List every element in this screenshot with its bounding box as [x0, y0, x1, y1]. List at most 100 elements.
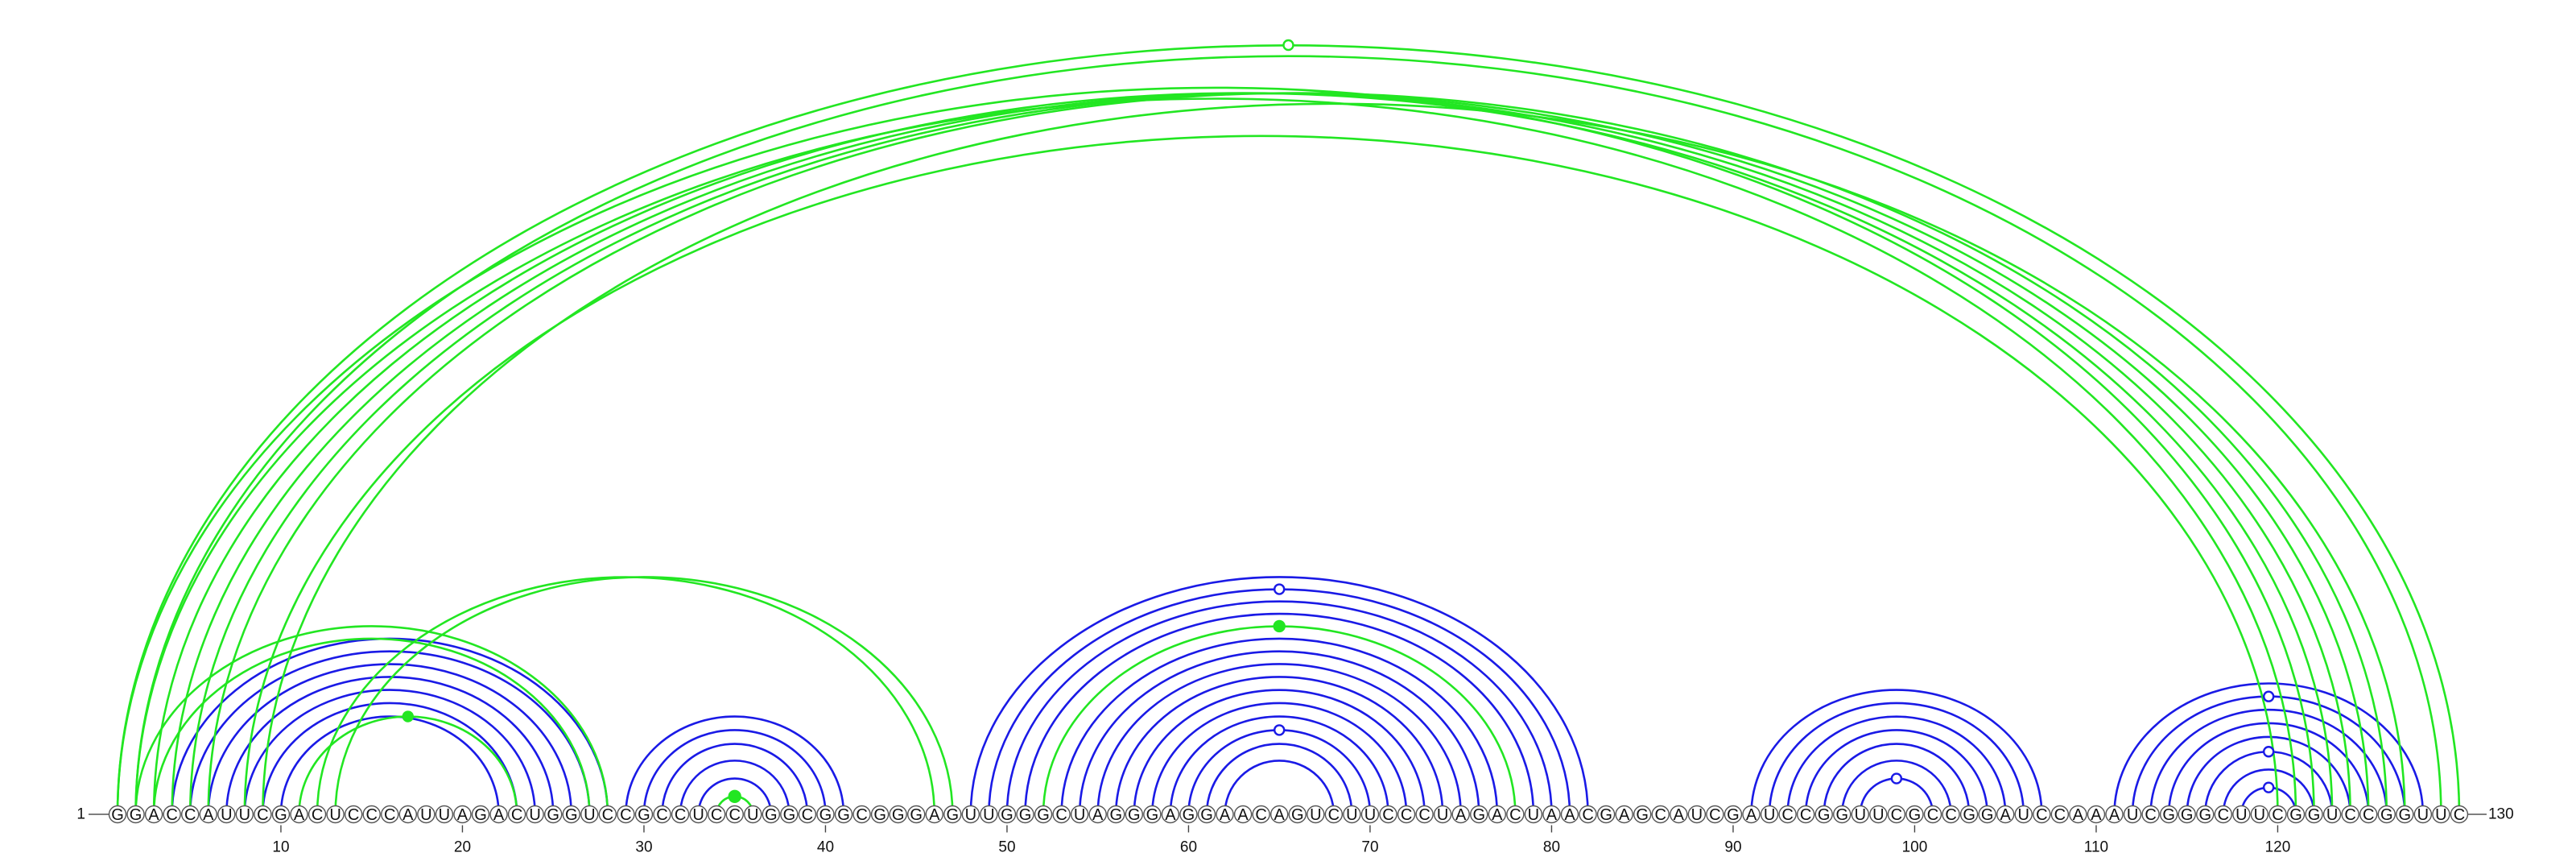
nucleotide-letter: G — [1909, 806, 1922, 824]
nucleotide-circle — [2232, 805, 2251, 824]
nucleotide-letter: U — [1437, 806, 1448, 824]
blue-pair-arc — [697, 777, 773, 815]
nucleotide-circle — [144, 805, 163, 824]
nucleotide-letter: U — [529, 806, 540, 824]
nucleotide-circle — [217, 805, 236, 824]
nucleotide-circle — [943, 805, 962, 824]
nucleotide-letter: A — [2091, 806, 2102, 824]
nucleotide-letter: U — [1310, 806, 1321, 824]
blue-pair-arc — [1187, 729, 1372, 815]
nucleotide-letter: G — [1200, 806, 1213, 824]
nucleotide-letter: A — [203, 806, 214, 824]
nucleotide-circle — [489, 805, 508, 824]
green-pair-arc — [152, 92, 2334, 815]
sequence-end-label: 130 — [2488, 806, 2514, 823]
blue-pair-arc — [1169, 715, 1389, 815]
nucleotide-letter: A — [402, 806, 414, 824]
nucleotide-circle — [925, 805, 943, 824]
arc-apex-marker — [2262, 690, 2275, 702]
nucleotide-circle — [507, 805, 526, 824]
nucleotide-circle — [1288, 805, 1307, 824]
nucleotide-circle — [1996, 805, 2015, 824]
nucleotide-letter: U — [1764, 806, 1775, 824]
nucleotide-circle — [1216, 805, 1234, 824]
nucleotide-circle — [1179, 805, 1198, 824]
blue-pair-arc — [207, 663, 573, 815]
nucleotide-letter: G — [1001, 806, 1013, 824]
nucleotide-letter: A — [1165, 806, 1176, 824]
nucleotide-letter: C — [1800, 806, 1811, 824]
nucleotide-letter: G — [1835, 806, 1848, 824]
nucleotide-letter: C — [856, 806, 867, 824]
nucleotide-circle — [2322, 805, 2342, 824]
blue-pair-arc — [1151, 702, 1408, 815]
arc-apex-marker — [1273, 583, 1286, 595]
tick-label: 100 — [1902, 839, 1928, 856]
nucleotide-circle — [1107, 805, 1125, 824]
nucleotide-circle — [1524, 805, 1543, 824]
nucleotide-letter: G — [892, 806, 905, 824]
blue-pair-arc — [1096, 663, 1462, 815]
tick-label: 40 — [817, 839, 834, 856]
nucleotide-circle — [1978, 805, 1996, 824]
nucleotide-circle — [1161, 805, 1180, 824]
nucleotide-circle — [1959, 805, 1979, 824]
nucleotide-letter: G — [1291, 806, 1304, 824]
nucleotide-letter: C — [1945, 806, 1956, 824]
nucleotide-letter: C — [656, 806, 667, 824]
nucleotide-letter: A — [1220, 806, 1231, 824]
nucleotide-letter: C — [2054, 806, 2066, 824]
nucleotide-circle — [1670, 805, 1688, 824]
nucleotide-letter: G — [1037, 806, 1050, 824]
nucleotide-letter: A — [929, 806, 940, 824]
nucleotide-circle — [290, 805, 308, 824]
nucleotide-circle — [961, 805, 980, 824]
sequence-start-label: 1 — [76, 806, 85, 823]
nucleotide-circle — [2286, 805, 2306, 824]
nucleotide-circle — [362, 805, 381, 824]
nucleotide-letter: G — [547, 806, 559, 824]
arc-apex-marker — [728, 789, 741, 803]
nucleotide-letter: G — [910, 806, 923, 824]
blue-pair-arc — [642, 729, 827, 815]
nucleotide-letter: U — [1855, 806, 1866, 824]
green-pair-arc — [1042, 625, 1517, 815]
nucleotide-letter: G — [275, 806, 287, 824]
blue-pair-arc — [243, 689, 536, 815]
nucleotide-letter: G — [873, 806, 886, 824]
nucleotide-circle — [1724, 805, 1743, 824]
green-pair-arc — [134, 625, 609, 815]
nucleotide-circle — [1197, 805, 1216, 824]
nucleotide-circle — [1887, 805, 1906, 824]
nucleotide-circle — [1814, 805, 1833, 824]
nucleotide-circle — [1942, 805, 1960, 824]
nucleotide-circle — [2050, 805, 2070, 824]
nucleotide-letter: C — [1401, 806, 1412, 824]
nucleotide-circle — [126, 805, 145, 824]
nucleotide-letter: C — [1781, 806, 1793, 824]
nucleotide-letter: A — [1619, 806, 1630, 824]
green-pair-arc — [171, 92, 2351, 815]
green-pair-arc — [316, 576, 936, 815]
blue-pair-arc — [1224, 760, 1335, 815]
nucleotide-letter: C — [1927, 806, 1938, 824]
nucleotide-letter: U — [1872, 806, 1884, 824]
nucleotide-letter: C — [1655, 806, 1666, 824]
arc-apex-marker — [2262, 781, 2275, 793]
nucleotide-letter: A — [1274, 806, 1286, 824]
nucleotide-letter: C — [257, 806, 268, 824]
nucleotide-circle — [725, 805, 744, 824]
nucleotide-letter: G — [765, 806, 778, 824]
nucleotide-letter: C — [1328, 806, 1340, 824]
nucleotide-letter: U — [965, 806, 976, 824]
nucleotide-letter: C — [348, 806, 359, 824]
nucleotide-circle — [816, 805, 835, 824]
nucleotide-letter: G — [1019, 806, 1032, 824]
green-pair-arc — [152, 637, 591, 815]
nucleotide-letter: C — [2363, 806, 2374, 824]
nucleotide-letter: U — [2127, 806, 2138, 824]
nucleotide-circle — [2305, 805, 2323, 824]
nucleotide-circle — [870, 805, 890, 824]
nucleotide-circle — [2359, 805, 2378, 824]
nucleotide-letter: A — [2109, 806, 2120, 824]
